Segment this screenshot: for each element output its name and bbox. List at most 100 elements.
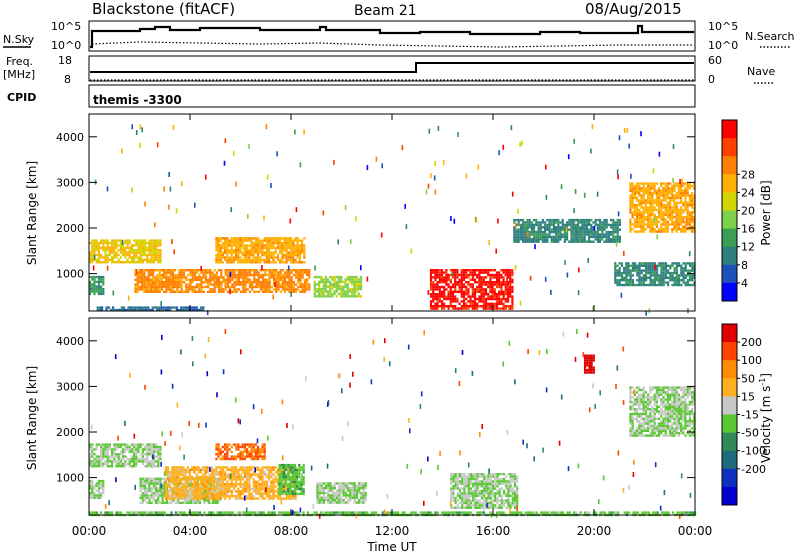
velocity-cell-4 — [289, 468, 292, 472]
velocity-cell-3 — [210, 480, 214, 483]
power-cell-0 — [119, 256, 122, 259]
power-cell-3 — [171, 271, 174, 274]
power-cell-6 — [458, 281, 461, 284]
power-cell-4 — [279, 249, 282, 252]
power-cell-9 — [616, 283, 619, 287]
power-cell-4 — [226, 241, 229, 245]
power-cell-9 — [673, 283, 676, 287]
power-cell-6 — [471, 276, 474, 279]
velocity-cell-3 — [164, 492, 167, 495]
power-cell-6 — [443, 290, 446, 293]
power-scatter-point — [247, 213, 249, 219]
power-cell-4 — [287, 246, 290, 250]
power-cell-4 — [268, 258, 271, 262]
power-cell-2 — [180, 306, 183, 309]
power-cell-9 — [627, 283, 630, 287]
power-cell-7 — [599, 226, 602, 229]
velocity-cell-4 — [289, 490, 292, 493]
power-cell-8 — [658, 216, 661, 219]
power-cell-8 — [684, 204, 687, 207]
power-cell-3 — [224, 283, 227, 286]
power-cell-6 — [487, 269, 490, 272]
power-cell-8 — [658, 194, 661, 197]
power-cell-8 — [664, 204, 667, 207]
power-cell-9 — [675, 274, 678, 277]
velocity-cell-4 — [282, 468, 285, 472]
velocity-cell-4 — [293, 463, 296, 467]
power-cell-3 — [143, 285, 146, 289]
power-cell-8 — [638, 230, 641, 233]
power-cell-4 — [254, 246, 257, 250]
power-cell-8 — [669, 204, 672, 207]
power-cell-6 — [438, 305, 441, 308]
power-cell-7 — [555, 240, 558, 243]
power-cell-1 — [95, 275, 98, 279]
power-cell-6 — [465, 281, 468, 284]
power-cell-3 — [141, 271, 144, 274]
power-scatter-point — [360, 265, 362, 271]
power-cell-9 — [623, 283, 626, 287]
power-cell-9 — [658, 276, 661, 279]
velocity-cell-3 — [259, 478, 262, 481]
power-cell-3 — [266, 283, 269, 286]
power-cell-0 — [126, 246, 129, 249]
power-cell-6 — [498, 285, 501, 289]
power-cell-2 — [101, 306, 104, 309]
power-cell-7 — [537, 240, 540, 243]
power-cell-6 — [484, 281, 488, 284]
power-cell-2 — [182, 308, 185, 312]
power-cell-8 — [640, 199, 643, 202]
velocity-cell-0 — [117, 465, 120, 468]
power-cell-3 — [259, 281, 262, 284]
power-cell-7 — [603, 226, 606, 229]
beam-title: Beam 21 — [354, 3, 417, 19]
velocity-cell-0 — [93, 460, 96, 463]
power-cell-9 — [675, 276, 678, 279]
velocity-cell-3 — [265, 480, 269, 483]
power-cell-3 — [220, 290, 223, 293]
power-cell-8 — [642, 196, 645, 200]
power-cell-8 — [677, 184, 680, 188]
power-cell-9 — [658, 274, 661, 277]
power-cell-7 — [612, 228, 615, 231]
power-cell-6 — [487, 295, 490, 298]
power-cell-7 — [616, 230, 619, 234]
power-cell-4 — [270, 253, 273, 257]
power-cell-3 — [244, 283, 247, 286]
power-cell-5 — [359, 275, 363, 279]
power-cell-6 — [454, 273, 457, 277]
power-cell-4 — [270, 251, 273, 254]
power-cell-3 — [178, 269, 181, 272]
power-cell-6 — [449, 297, 452, 301]
power-scatter-point — [450, 216, 452, 221]
power-cell-0 — [93, 246, 96, 249]
power-cell-8 — [655, 204, 658, 207]
power-cell-7 — [544, 226, 547, 229]
power-cell-8 — [655, 218, 658, 221]
velocity-cell-3 — [246, 475, 249, 479]
power-scatter-point — [593, 225, 596, 231]
power-cell-6 — [434, 288, 437, 291]
power-cell-3 — [253, 269, 256, 272]
power-cell-6 — [491, 295, 494, 298]
power-cell-7 — [522, 240, 525, 243]
velocity-cell-2 — [192, 499, 195, 502]
power-scatter-point — [121, 148, 123, 154]
power-cell-8 — [664, 213, 667, 216]
power-cell-3 — [209, 278, 212, 281]
power-cell-4 — [270, 239, 273, 242]
power-cell-5 — [346, 285, 349, 288]
power-cell-3 — [145, 278, 148, 281]
power-cell-6 — [469, 297, 472, 301]
power-cell-6 — [511, 300, 514, 303]
power-cell-4 — [224, 258, 227, 262]
power-cell-6 — [495, 300, 499, 303]
velocity-cell-0 — [119, 453, 122, 456]
power-cell-0 — [150, 253, 153, 257]
power-cell-4 — [265, 258, 268, 262]
nsky-panel: N.Sky 10^5 10^0 10^5 10^0 N.Search — [3, 20, 795, 52]
velocity-cell-3 — [188, 468, 192, 471]
velocity-cell-0 — [89, 457, 92, 461]
power-cell-4 — [298, 258, 301, 262]
power-cell-9 — [638, 281, 641, 284]
